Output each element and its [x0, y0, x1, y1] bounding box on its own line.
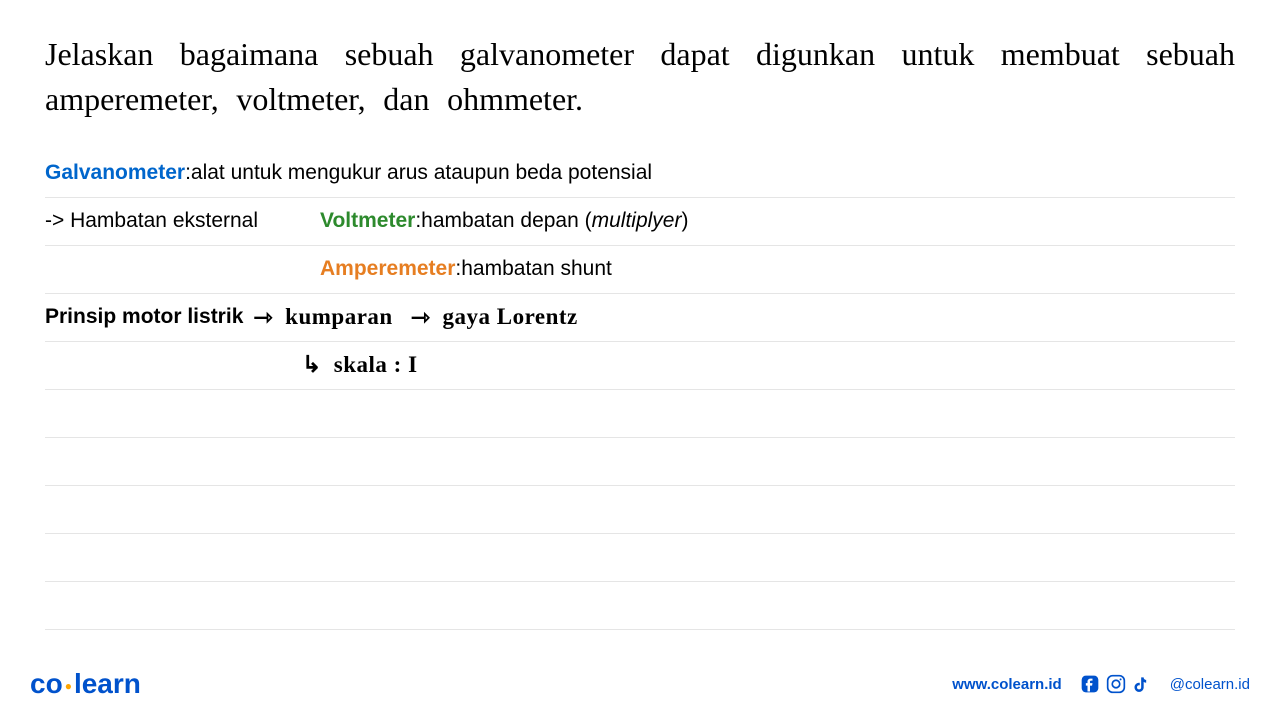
empty-row	[45, 486, 1235, 534]
empty-row	[45, 582, 1235, 630]
social-handle: @colearn.id	[1170, 676, 1250, 693]
definition-galvanometer: alat untuk mengukur arus ataupun beda po…	[191, 161, 652, 185]
footer-right: www.colearn.id @colearn.id	[952, 674, 1250, 694]
footer: co●learn www.colearn.id @colearn.id	[0, 668, 1280, 700]
website-link[interactable]: www.colearn.id	[952, 676, 1061, 693]
row-voltmeter: -> Hambatan eksternal Voltmeter : hambat…	[45, 198, 1235, 246]
empty-row	[45, 438, 1235, 486]
arrow-icon: ⇾	[253, 304, 273, 331]
tiktok-icon[interactable]	[1132, 674, 1152, 694]
term-amperemeter: Amperemeter	[320, 257, 455, 281]
facebook-icon[interactable]	[1080, 674, 1100, 694]
social-icons	[1080, 674, 1152, 694]
definition-voltmeter-italic: multiplyer	[592, 209, 682, 233]
term-voltmeter: Voltmeter	[320, 209, 415, 233]
prinsip-motor-label: Prinsip motor listrik	[45, 305, 243, 329]
row-motor-listrik: Prinsip motor listrik ⇾ kumparan ⇾ gaya …	[45, 294, 1235, 342]
row-skala: ↳ skala : I	[45, 342, 1235, 390]
logo-dot-icon: ●	[65, 679, 72, 693]
handwriting-kumparan: kumparan	[285, 304, 393, 330]
info-section: Galvanometer : alat untuk mengukur arus …	[45, 150, 1235, 630]
term-galvanometer: Galvanometer	[45, 161, 185, 185]
definition-voltmeter-post: )	[681, 209, 688, 233]
arrow-icon: ⇾	[411, 304, 431, 331]
handwriting-skala: skala : I	[334, 352, 418, 378]
row-amperemeter: Amperemeter : hambatan shunt	[45, 246, 1235, 294]
definition-voltmeter-pre: hambatan depan (	[421, 209, 591, 233]
row-galvanometer: Galvanometer : alat untuk mengukur arus …	[45, 150, 1235, 198]
definition-amperemeter: hambatan shunt	[461, 257, 612, 281]
logo: co●learn	[30, 668, 141, 700]
hambatan-eksternal: -> Hambatan eksternal	[45, 209, 295, 233]
handwriting-lorentz: gaya Lorentz	[442, 304, 577, 330]
instagram-icon[interactable]	[1106, 674, 1126, 694]
empty-row	[45, 534, 1235, 582]
sub-arrow-icon: ↳	[302, 352, 322, 378]
question-title: Jelaskan bagaimana sebuah galvanometer d…	[45, 32, 1235, 122]
logo-co: co	[30, 668, 63, 699]
empty-row	[45, 390, 1235, 438]
logo-learn: learn	[74, 668, 141, 699]
